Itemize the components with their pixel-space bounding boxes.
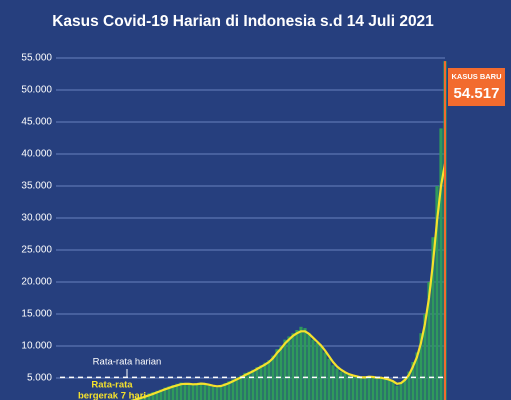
bar bbox=[299, 326, 303, 400]
bar bbox=[179, 382, 183, 400]
y-tick-label: 55.000 bbox=[21, 53, 52, 64]
bar bbox=[199, 382, 203, 400]
bar bbox=[207, 385, 211, 400]
bar bbox=[235, 377, 239, 400]
bar bbox=[407, 371, 411, 400]
bar bbox=[303, 328, 307, 400]
bar bbox=[279, 346, 283, 400]
y-tick-label: 25.000 bbox=[21, 245, 52, 256]
bar bbox=[259, 365, 263, 400]
bar bbox=[191, 385, 195, 400]
bar bbox=[351, 376, 355, 400]
bar bbox=[339, 371, 343, 400]
bar bbox=[287, 336, 291, 400]
bar bbox=[175, 383, 179, 400]
chart-title: Kasus Covid-19 Harian di Indonesia s.d 1… bbox=[52, 13, 434, 30]
bar bbox=[391, 381, 395, 400]
bar bbox=[211, 386, 215, 400]
bar bbox=[431, 237, 435, 400]
bar bbox=[379, 377, 383, 400]
bar bbox=[283, 339, 287, 400]
y-tick-label: 5.000 bbox=[27, 373, 52, 384]
bar bbox=[363, 377, 367, 400]
bar bbox=[167, 386, 171, 400]
bar bbox=[395, 385, 399, 400]
bar bbox=[195, 383, 199, 400]
bar bbox=[375, 378, 379, 400]
bar bbox=[171, 385, 175, 400]
bar bbox=[275, 349, 279, 400]
bar bbox=[411, 362, 415, 400]
bar bbox=[147, 393, 151, 400]
bar bbox=[267, 360, 271, 400]
y-tick-label: 15.000 bbox=[21, 309, 52, 320]
bar bbox=[403, 378, 407, 400]
bar bbox=[307, 333, 311, 400]
y-tick-label: 50.000 bbox=[21, 85, 52, 96]
bar bbox=[223, 383, 227, 400]
bar bbox=[271, 355, 275, 400]
bar bbox=[355, 376, 359, 400]
bar bbox=[295, 330, 299, 400]
bar bbox=[155, 390, 159, 400]
average-label: Rata-rata harian bbox=[93, 357, 162, 368]
bar bbox=[327, 358, 331, 400]
bar bbox=[367, 376, 371, 400]
bar bbox=[387, 379, 391, 400]
callout-box bbox=[448, 68, 505, 106]
bar bbox=[263, 362, 267, 400]
callout-value: 54.517 bbox=[454, 85, 500, 102]
bar bbox=[435, 186, 439, 400]
bar bbox=[227, 381, 231, 400]
bar bbox=[231, 379, 235, 400]
bar bbox=[163, 387, 167, 400]
ma-label: Rata-rata bbox=[91, 380, 133, 391]
y-tick-label: 35.000 bbox=[21, 181, 52, 192]
bar bbox=[219, 385, 223, 400]
bar bbox=[439, 128, 443, 400]
bar bbox=[291, 333, 295, 400]
ma-label: bergerak 7 hari bbox=[78, 391, 146, 400]
bar bbox=[243, 372, 247, 400]
bar bbox=[319, 346, 323, 400]
bar bbox=[347, 374, 351, 400]
bar bbox=[335, 368, 339, 400]
y-tick-label: 40.000 bbox=[21, 149, 52, 160]
bar bbox=[323, 352, 327, 400]
bar bbox=[371, 376, 375, 400]
bar bbox=[311, 339, 315, 400]
bar bbox=[159, 389, 163, 400]
bar bbox=[255, 367, 259, 400]
bar bbox=[183, 383, 187, 400]
callout-label: KASUS BARU bbox=[451, 72, 501, 81]
bar bbox=[151, 392, 155, 400]
bar bbox=[423, 314, 427, 400]
bar bbox=[415, 352, 419, 400]
bar bbox=[247, 371, 251, 400]
bar bbox=[239, 375, 243, 400]
y-tick-label: 45.000 bbox=[21, 117, 52, 128]
bar bbox=[427, 282, 431, 400]
bar bbox=[359, 378, 363, 400]
bar bbox=[251, 369, 255, 400]
bar bbox=[383, 378, 387, 400]
y-tick-label: 30.000 bbox=[21, 213, 52, 224]
bar bbox=[331, 365, 335, 400]
y-tick-label: 20.000 bbox=[21, 277, 52, 288]
bar bbox=[399, 383, 403, 400]
bar bbox=[419, 333, 423, 400]
y-tick-label: 10.000 bbox=[21, 341, 52, 352]
bar bbox=[203, 384, 207, 400]
bar bbox=[315, 342, 319, 400]
bar bbox=[343, 372, 347, 400]
bar bbox=[187, 384, 191, 400]
bar bbox=[215, 387, 219, 400]
